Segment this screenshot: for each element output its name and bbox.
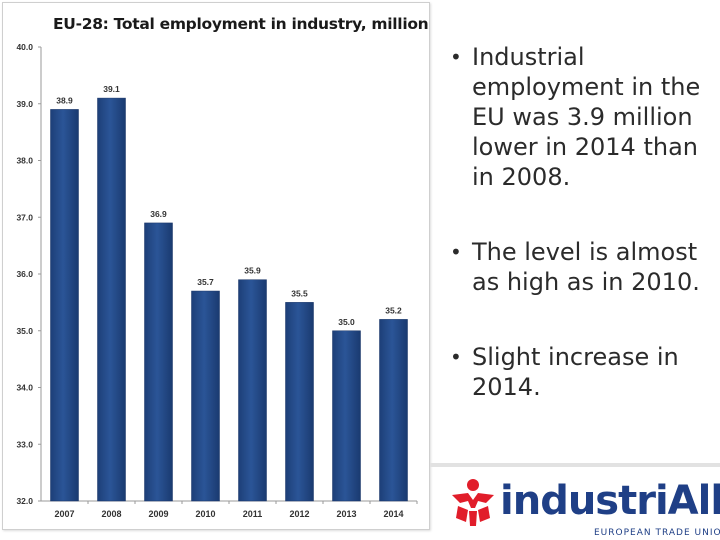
bar [191,290,220,502]
bullet-dot-icon: • [450,345,462,369]
bullet-dot-icon: • [450,240,462,264]
y-tick-label: 33.0 [16,439,33,449]
x-tick-label: 2011 [243,509,263,519]
bar [144,222,173,502]
x-tick-label: 2009 [148,509,168,519]
y-tick-label: 35.0 [16,326,33,336]
bar [332,330,361,502]
chart-panel: EU-28: Total employment in industry, mil… [2,2,430,530]
logo-divider [430,463,720,467]
bar-value-label: 35.7 [197,277,214,287]
x-tick-label: 2014 [383,509,403,519]
y-tick-label: 34.0 [16,383,33,393]
bar-value-label: 35.2 [385,305,402,315]
bar-value-label: 36.9 [150,209,167,219]
industriall-logo: industriAll EUROPEAN TRADE UNION [448,476,720,538]
bar-value-label: 39.1 [103,84,120,94]
bar [285,302,314,502]
bar [238,279,267,502]
bullet-list: • Industrial employment in the EU was 3.… [448,42,710,447]
bullet-dot-icon: • [450,45,462,69]
logo-subtitle: EUROPEAN TRADE UNION [594,528,720,538]
y-tick-label: 38.0 [16,156,33,166]
y-tick-label: 32.0 [16,496,33,506]
bullet-item: • Industrial employment in the EU was 3.… [448,42,710,192]
bullet-item: • The level is almost as high as in 2010… [448,237,710,297]
bar-chart: 32.0 33.0 34.0 35.0 36.0 37.0 38.0 39.0 40.0 38.9… [16,42,418,519]
y-tick-label: 40.0 [16,42,33,52]
x-tick-label: 2013 [336,509,356,519]
bar [97,97,126,502]
x-tick-label: 2010 [195,509,215,519]
chart-title: EU-28: Total employment in industry, mil… [53,15,429,33]
bullet-text: Slight increase in 2014. [472,343,679,401]
bullet-text: The level is almost as high as in 2010. [472,238,700,296]
bar-value-label: 38.9 [56,95,73,105]
industriall-logo-icon [452,479,494,526]
y-tick-label: 39.0 [16,99,33,109]
bar-value-label: 35.5 [291,288,308,298]
bar-value-label: 35.0 [338,317,355,327]
x-tick-label: 2007 [54,509,74,519]
bar [50,109,79,502]
bar [379,319,408,502]
bullet-item: • Slight increase in 2014. [448,342,710,402]
y-tick-label: 37.0 [16,212,33,222]
logo-wordmark: industriAll [500,478,720,524]
bullet-text: Industrial employment in the EU was 3.9 … [472,43,701,191]
x-tick-label: 2008 [101,509,121,519]
bar-value-label: 35.9 [244,266,261,276]
y-tick-label: 36.0 [16,269,33,279]
x-tick-label: 2012 [289,509,309,519]
